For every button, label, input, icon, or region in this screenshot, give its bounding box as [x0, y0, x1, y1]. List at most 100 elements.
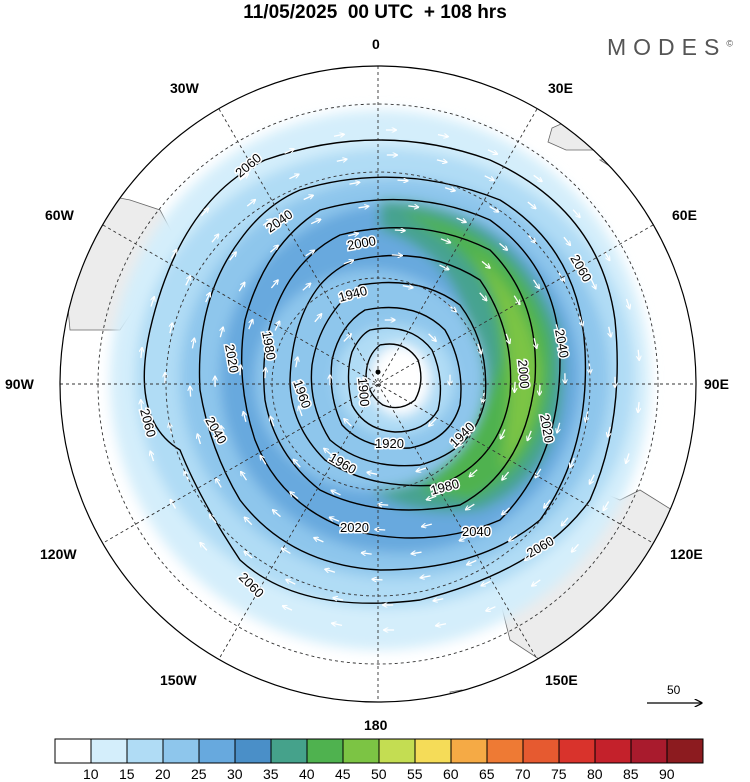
wind-arrow [486, 606, 496, 611]
lon-label-60w: 60W [45, 207, 74, 223]
wind-arrow [402, 286, 413, 288]
wind-arrow [330, 518, 340, 522]
wind-scale-arrow-icon [647, 696, 705, 710]
wind-arrow [284, 149, 294, 154]
wind-arrow [439, 264, 449, 269]
wind-arrow [238, 283, 244, 292]
lon-label-0: 0 [372, 36, 380, 52]
wind-arrow [290, 492, 299, 500]
wind-arrow [274, 322, 279, 331]
pole-dot [375, 369, 381, 375]
wind-arrow [440, 238, 450, 243]
wind-arrow [477, 343, 481, 353]
colorbar-tick-label: 90 [659, 766, 675, 782]
wind-arrow [185, 276, 191, 286]
wind-arrow [626, 453, 629, 463]
wind-arrow [509, 534, 518, 541]
wind-arrow [200, 543, 208, 551]
wind-arrow [590, 279, 595, 288]
wind-arrow [556, 324, 559, 334]
wind-arrow [262, 219, 271, 226]
wind-arrow [348, 233, 358, 236]
colorbar-swatch [450, 738, 488, 764]
wind-arrow [358, 206, 369, 208]
lon-label-60e: 60E [672, 207, 697, 223]
wind-arrow [481, 260, 490, 267]
colorbar-swatch [162, 738, 200, 764]
colorbar-swatch [306, 738, 344, 764]
wind-arrow [437, 135, 448, 137]
wind-arrow [499, 242, 508, 250]
wind-arrow [141, 400, 142, 411]
wind-arrow [459, 437, 466, 446]
wind-arrow [421, 576, 431, 578]
wind-arrow [343, 334, 351, 342]
wind-arrow [211, 235, 218, 243]
wind-arrow [349, 182, 360, 184]
wind-arrow [408, 206, 418, 207]
colorbar-swatch [486, 738, 524, 764]
wind-arrow [489, 205, 499, 212]
wind-arrow [487, 149, 497, 154]
wind-arrow [282, 548, 291, 555]
colorbar-swatch [342, 738, 380, 764]
wind-arrow [429, 418, 437, 426]
wind-arrow [286, 580, 296, 585]
wind-arrow [344, 419, 352, 427]
wind-arrow [608, 426, 610, 437]
wind-arrow [273, 510, 281, 518]
contour-label: 1920 [375, 436, 404, 451]
wind-arrow [220, 328, 223, 338]
wind-arrow [562, 517, 569, 526]
wind-arrow [572, 209, 580, 217]
wind-arrow [434, 599, 444, 601]
wind-scale-value: 50 [667, 683, 681, 697]
wind-arrow [627, 298, 630, 309]
wind-arrow [343, 260, 353, 265]
wind-arrow [638, 402, 639, 412]
wind-arrow [238, 579, 247, 586]
wind-arrow [229, 252, 236, 261]
contour-label: 2000 [346, 233, 377, 253]
wind-arrow [482, 580, 491, 585]
wind-arrow [303, 195, 313, 201]
colorbar-tick-label: 55 [407, 766, 423, 782]
wind-arrow [586, 411, 588, 422]
wind-arrow [436, 624, 447, 626]
wind-arrow [170, 323, 172, 334]
contour-1980 [289, 254, 512, 487]
wind-arrow [151, 297, 154, 307]
wind-arrow [525, 553, 534, 560]
wind-arrow [604, 501, 610, 511]
wind-arrow [353, 289, 363, 293]
colorbar-tick-label: 25 [191, 766, 207, 782]
colorbar-tick-label: 65 [479, 766, 495, 782]
wind-arrow [427, 495, 437, 499]
colorbar-swatch [558, 738, 596, 764]
wind-arrow [456, 217, 466, 222]
contour-label: 2020 [222, 343, 242, 374]
colorbar-swatch [666, 738, 704, 764]
colorbar-tick-label: 50 [371, 766, 387, 782]
colorbar-tick-label: 70 [515, 766, 531, 782]
contour-2000 [263, 227, 537, 511]
wind-arrow [533, 174, 542, 181]
wind-arrow [201, 208, 209, 217]
wind-speed-colorbar [54, 738, 704, 764]
wind-arrow [314, 538, 324, 543]
wind-arrow [336, 159, 347, 161]
wind-arrow [169, 424, 171, 434]
colorbar-swatch [414, 738, 452, 764]
wind-arrow [270, 280, 277, 289]
wind-arrow [332, 491, 341, 496]
colorbar-swatch [630, 738, 668, 764]
lon-label-30e: 30E [548, 80, 573, 96]
colorbar-tick-label: 10 [83, 766, 99, 782]
wind-arrow [570, 457, 575, 467]
wind-arrow [362, 553, 372, 554]
colorbar-swatch [90, 738, 128, 764]
wind-arrow [502, 507, 511, 515]
colorbar-swatch [594, 738, 632, 764]
wind-arrow [243, 412, 246, 422]
wind-arrow [502, 471, 510, 480]
